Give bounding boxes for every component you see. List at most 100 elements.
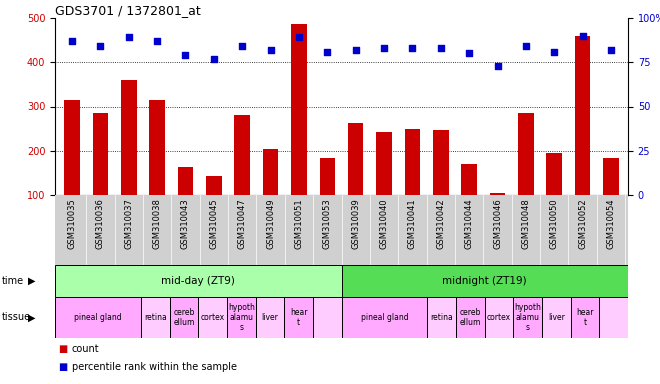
Text: GSM310048: GSM310048 — [521, 199, 531, 249]
Text: ■: ■ — [58, 344, 67, 354]
Bar — [405, 129, 420, 195]
Bar — [291, 24, 307, 195]
Text: tissue: tissue — [2, 313, 31, 323]
Text: midnight (ZT19): midnight (ZT19) — [442, 276, 527, 286]
Point — [549, 48, 560, 55]
Bar — [603, 158, 619, 195]
Bar — [64, 100, 80, 195]
Point — [152, 38, 162, 44]
Text: cortex: cortex — [487, 313, 511, 322]
Point — [123, 35, 134, 41]
Text: GSM310054: GSM310054 — [607, 199, 616, 249]
Point — [521, 43, 531, 50]
Bar — [341, 265, 628, 297]
Point — [237, 43, 248, 50]
Text: GSM310046: GSM310046 — [493, 199, 502, 249]
Bar — [513, 297, 542, 338]
Point — [606, 47, 616, 53]
Text: retina: retina — [144, 313, 166, 322]
Text: GSM310035: GSM310035 — [67, 199, 77, 249]
Bar — [571, 297, 599, 338]
Bar — [206, 176, 222, 195]
Bar — [456, 297, 484, 338]
Text: cereb
ellum: cereb ellum — [460, 308, 481, 327]
Text: GDS3701 / 1372801_at: GDS3701 / 1372801_at — [55, 4, 201, 17]
Point — [379, 45, 389, 51]
Bar — [542, 297, 571, 338]
Bar — [599, 297, 628, 338]
Point — [350, 47, 361, 53]
Text: GSM310039: GSM310039 — [351, 199, 360, 249]
Text: hear
t: hear t — [576, 308, 594, 327]
Bar — [121, 80, 137, 195]
Bar — [170, 297, 198, 338]
Text: cereb
ellum: cereb ellum — [173, 308, 195, 327]
Text: pineal gland: pineal gland — [74, 313, 122, 322]
Text: GSM310050: GSM310050 — [550, 199, 559, 249]
Text: GSM310053: GSM310053 — [323, 199, 332, 249]
Point — [436, 45, 446, 51]
Bar — [518, 113, 534, 195]
Bar — [313, 297, 341, 338]
Point — [95, 43, 106, 50]
Text: GSM310043: GSM310043 — [181, 199, 190, 249]
Bar — [234, 115, 250, 195]
Text: GSM310049: GSM310049 — [266, 199, 275, 249]
Text: GSM310041: GSM310041 — [408, 199, 417, 249]
Text: hear
t: hear t — [290, 308, 308, 327]
Point — [209, 56, 219, 62]
Text: GSM310037: GSM310037 — [124, 199, 133, 249]
Bar — [141, 297, 170, 338]
Bar — [490, 193, 506, 195]
Text: time: time — [2, 276, 24, 286]
Text: percentile rank within the sample: percentile rank within the sample — [71, 362, 236, 372]
Text: GSM310040: GSM310040 — [379, 199, 389, 249]
Bar — [198, 297, 227, 338]
Bar — [376, 132, 392, 195]
Bar — [341, 297, 428, 338]
Point — [407, 45, 418, 51]
Bar — [433, 130, 449, 195]
Text: pineal gland: pineal gland — [360, 313, 409, 322]
Point — [180, 52, 191, 58]
Bar — [149, 100, 165, 195]
Bar — [55, 297, 141, 338]
Text: GSM310052: GSM310052 — [578, 199, 587, 249]
Text: count: count — [71, 344, 99, 354]
Bar — [92, 113, 108, 195]
Bar — [255, 297, 284, 338]
Point — [67, 38, 77, 44]
Text: GSM310044: GSM310044 — [465, 199, 474, 249]
Text: cortex: cortex — [201, 313, 224, 322]
Text: liver: liver — [548, 313, 565, 322]
Point — [464, 50, 475, 56]
Bar — [546, 153, 562, 195]
Text: mid-day (ZT9): mid-day (ZT9) — [161, 276, 235, 286]
Text: GSM310038: GSM310038 — [152, 199, 162, 249]
Bar — [461, 164, 477, 195]
Text: ▶: ▶ — [28, 276, 36, 286]
Bar — [227, 297, 255, 338]
Text: liver: liver — [261, 313, 279, 322]
Text: GSM310042: GSM310042 — [436, 199, 446, 249]
Bar — [284, 297, 313, 338]
Bar — [55, 265, 341, 297]
Point — [578, 33, 588, 39]
Bar — [428, 297, 456, 338]
Text: GSM310051: GSM310051 — [294, 199, 304, 249]
Bar — [575, 36, 591, 195]
Text: GSM310047: GSM310047 — [238, 199, 247, 249]
Text: GSM310036: GSM310036 — [96, 199, 105, 249]
Point — [322, 48, 333, 55]
Bar — [319, 158, 335, 195]
Text: ■: ■ — [58, 362, 67, 372]
Bar — [484, 297, 513, 338]
Text: retina: retina — [430, 313, 453, 322]
Text: ▶: ▶ — [28, 313, 36, 323]
Bar — [348, 123, 364, 195]
Point — [294, 35, 304, 41]
Point — [265, 47, 276, 53]
Text: hypoth
alamu
s: hypoth alamu s — [228, 303, 255, 332]
Text: hypoth
alamu
s: hypoth alamu s — [514, 303, 541, 332]
Text: GSM310045: GSM310045 — [209, 199, 218, 249]
